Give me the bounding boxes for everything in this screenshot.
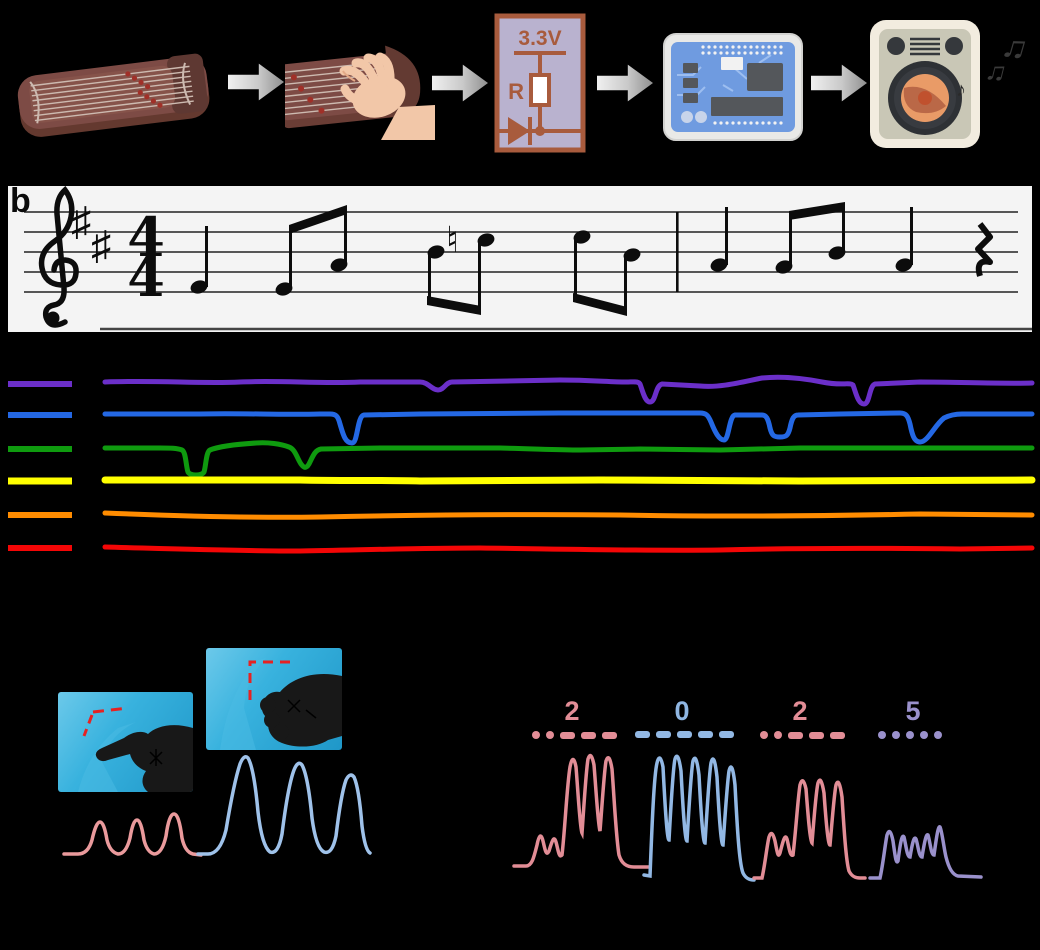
string-signal-plot [8,374,1036,554]
burst-wave-1 [512,753,652,869]
morse-pattern-2 [635,731,734,738]
quarter-rest [975,222,993,277]
fingertip-touch-photo [58,692,193,792]
key-sharp-1: ♯ [71,200,91,244]
morse-dash [581,731,596,739]
morse-dash [788,731,803,739]
music-note-icon: ♫ [998,25,1033,69]
morse-dash [656,731,671,738]
morse-dot [892,731,900,739]
flow-arrow-3 [597,64,653,102]
morse-dash [809,731,824,739]
morse-digit-3: 2 [792,696,808,726]
string-trace-6 [102,544,1035,554]
flow-arrow-2 [432,64,488,102]
morse-dot [546,731,554,739]
guzheng-icon [17,53,210,137]
string-trace-2 [102,410,1035,446]
speaker-grille [910,37,940,56]
treble-clef [38,185,79,328]
burst-wave-4 [868,825,983,880]
hand-playing-guzheng-icon [285,45,435,140]
speaker-icon: ♪ ♫ ♫ [870,20,1033,148]
burst-wave-2 [642,754,756,882]
morse-dot [532,731,540,739]
morse-dash [698,731,713,738]
notes: ♮ [190,202,993,316]
morse-digit-1: 2 [564,696,580,726]
burst-wave-3 [752,778,867,880]
arm [381,105,435,140]
touch-marker-corner [248,660,294,700]
music-staff-panel: b ♯ ♯ 4 4 [8,182,1032,332]
flow-arrow-1 [228,63,284,101]
morse-pattern-3 [760,731,845,739]
fingertip-wave [62,812,203,857]
time-signature-bottom: 4 [127,245,165,309]
panel-label-b: b [10,182,31,220]
morse-dot [760,731,768,739]
morse-dash [677,731,692,738]
string-trace-4 [101,476,1036,485]
sensing-circuit-icon: 3.3V R [494,13,586,153]
microcontroller-board-icon [663,33,803,141]
morse-dot [920,731,928,739]
pointing-hand-silhouette [95,725,193,792]
morse-pattern-4 [878,731,942,739]
knuckle-touch-photo [206,648,342,750]
music-staff: ♯ ♯ 4 4 ♮ [24,185,1032,331]
morse-dot [774,731,782,739]
string-trace-1 [102,374,1035,407]
morse-dot [878,731,886,739]
flow-arrow-4 [811,64,867,102]
morse-dot [934,731,942,739]
morse-dash [719,731,734,738]
time-signature-top: 4 [127,205,165,269]
resistor-label: R [508,79,524,104]
morse-dot [906,731,914,739]
hand [339,52,406,118]
morse-pattern-1 [532,731,617,739]
morse-dash [830,731,845,739]
morse-digit-2: 0 [674,696,690,726]
small-note-icon: ♪ [956,79,966,101]
voltage-label: 3.3V [518,27,561,50]
string-trace-5 [102,510,1035,520]
touch-marker-dashes [82,706,129,737]
key-sharp-2: ♯ [91,224,111,268]
diode-symbol [508,117,530,145]
morse-dash [560,731,575,739]
morse-dash [602,731,617,739]
morse-digit-4: 5 [905,696,921,726]
morse-dash [635,731,650,738]
string-trace-3 [102,440,1035,478]
knuckle-wave [196,755,372,856]
natural-sign: ♮ [446,219,459,260]
